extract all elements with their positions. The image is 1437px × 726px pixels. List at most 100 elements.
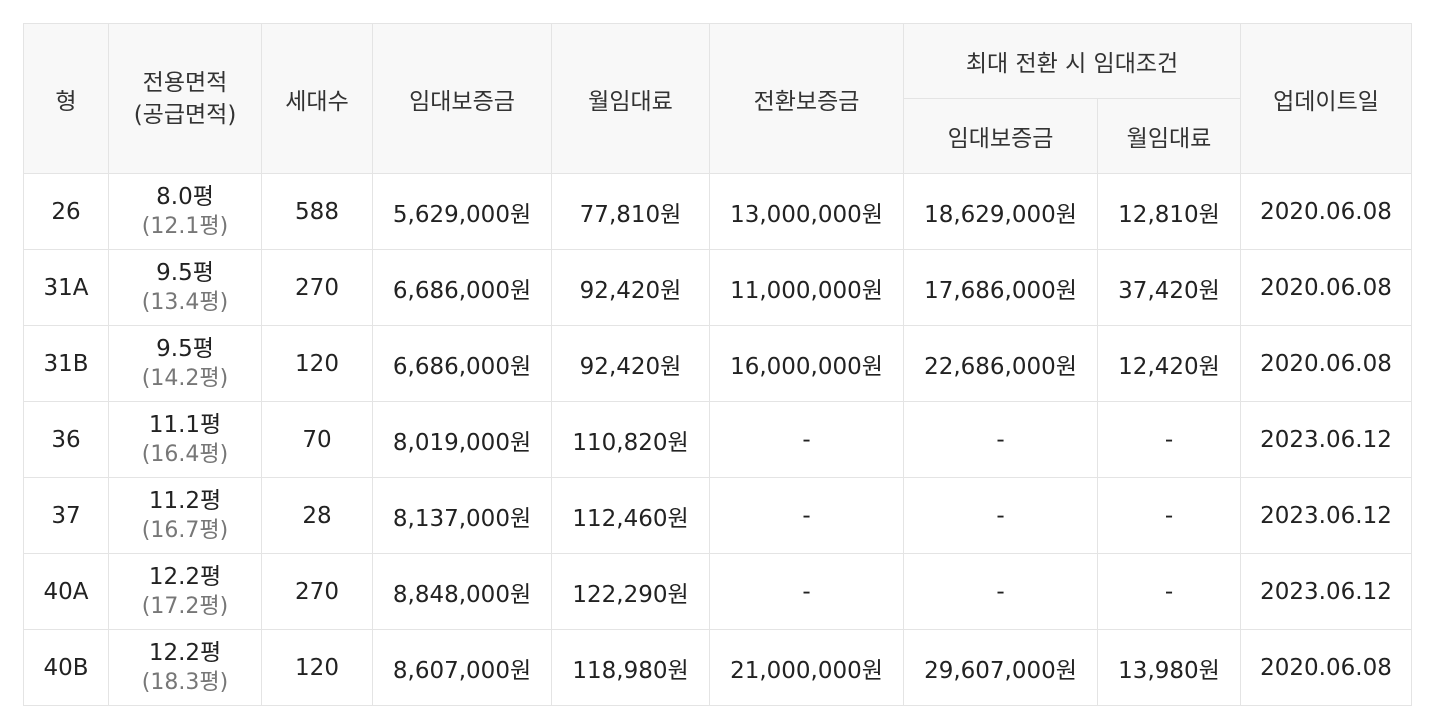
table-row: 31A 9.5평 (13.4평) 270 6,686,000원 92,420원 … (23, 249, 1412, 326)
cell-monthly-rent: 112,460원 (551, 477, 710, 554)
cell-area: 11.2평 (16.7평) (108, 477, 262, 554)
table-header: 형 전용면적 (공급면적) 세대수 임대보증금 월임대료 전환보증금 최대 전환… (23, 23, 1412, 174)
cell-deposit: 8,848,000원 (372, 553, 552, 630)
cell-conversion-deposit: - (709, 401, 904, 478)
cell-conversion-deposit: - (709, 477, 904, 554)
cell-supply-area: (17.2평) (141, 593, 229, 619)
cell-max-deposit: 22,686,000원 (903, 325, 1098, 402)
cell-supply-area: (14.2평) (141, 365, 229, 391)
header-type: 형 (23, 23, 109, 174)
cell-deposit: 6,686,000원 (372, 325, 552, 402)
cell-updated: 2023.06.12 (1240, 401, 1412, 478)
cell-monthly-rent: 77,810원 (551, 173, 710, 250)
table-row: 36 11.1평 (16.4평) 70 8,019,000원 110,820원 … (23, 401, 1412, 478)
cell-deposit: 8,607,000원 (372, 629, 552, 706)
cell-type: 40B (23, 629, 109, 706)
table-row: 37 11.2평 (16.7평) 28 8,137,000원 112,460원 … (23, 477, 1412, 554)
cell-max-monthly-rent: - (1097, 477, 1241, 554)
cell-households: 70 (261, 401, 373, 478)
cell-max-deposit: - (903, 553, 1098, 630)
table-row: 40A 12.2평 (17.2평) 270 8,848,000원 122,290… (23, 553, 1412, 630)
cell-households: 120 (261, 629, 373, 706)
header-max-deposit: 임대보증금 (903, 98, 1098, 174)
cell-max-deposit: 18,629,000원 (903, 173, 1098, 250)
cell-deposit: 8,137,000원 (372, 477, 552, 554)
cell-type: 31B (23, 325, 109, 402)
cell-updated: 2023.06.12 (1240, 477, 1412, 554)
cell-max-deposit: 17,686,000원 (903, 249, 1098, 326)
cell-households: 120 (261, 325, 373, 402)
table-row: 26 8.0평 (12.1평) 588 5,629,000원 77,810원 1… (23, 173, 1412, 250)
cell-max-monthly-rent: 13,980원 (1097, 629, 1241, 706)
cell-households: 270 (261, 249, 373, 326)
cell-area: 12.2평 (17.2평) (108, 553, 262, 630)
cell-type: 31A (23, 249, 109, 326)
header-households: 세대수 (261, 23, 373, 174)
cell-supply-area: (13.4평) (141, 289, 229, 315)
header-area-supply: (공급면적) (133, 101, 237, 128)
cell-conversion-deposit: 16,000,000원 (709, 325, 904, 402)
rental-conditions-table-container: 형 전용면적 (공급면적) 세대수 임대보증금 월임대료 전환보증금 최대 전환… (23, 23, 1412, 706)
cell-conversion-deposit: 13,000,000원 (709, 173, 904, 250)
cell-exclusive-area: 12.2평 (148, 639, 222, 666)
cell-deposit: 8,019,000원 (372, 401, 552, 478)
header-deposit: 임대보증금 (372, 23, 552, 174)
rental-conditions-table: 형 전용면적 (공급면적) 세대수 임대보증금 월임대료 전환보증금 최대 전환… (23, 23, 1412, 706)
header-row-2: 임대보증금 월임대료 (24, 98, 1412, 174)
cell-monthly-rent: 122,290원 (551, 553, 710, 630)
cell-area: 8.0평 (12.1평) (108, 173, 262, 250)
header-monthly-rent: 월임대료 (551, 23, 710, 174)
cell-updated: 2020.06.08 (1240, 249, 1412, 326)
header-conversion-deposit: 전환보증금 (709, 23, 904, 174)
cell-supply-area: (18.3평) (141, 669, 229, 695)
cell-max-monthly-rent: - (1097, 553, 1241, 630)
cell-conversion-deposit: 11,000,000원 (709, 249, 904, 326)
header-updated: 업데이트일 (1240, 23, 1412, 174)
cell-households: 588 (261, 173, 373, 250)
cell-type: 40A (23, 553, 109, 630)
table-body: 26 8.0평 (12.1평) 588 5,629,000원 77,810원 1… (23, 173, 1412, 706)
cell-type: 37 (23, 477, 109, 554)
cell-monthly-rent: 118,980원 (551, 629, 710, 706)
cell-updated: 2023.06.12 (1240, 553, 1412, 630)
cell-max-monthly-rent: - (1097, 401, 1241, 478)
cell-max-monthly-rent: 12,810원 (1097, 173, 1241, 250)
table-row: 40B 12.2평 (18.3평) 120 8,607,000원 118,980… (23, 629, 1412, 706)
cell-updated: 2020.06.08 (1240, 629, 1412, 706)
cell-conversion-deposit: 21,000,000원 (709, 629, 904, 706)
cell-monthly-rent: 92,420원 (551, 325, 710, 402)
cell-updated: 2020.06.08 (1240, 325, 1412, 402)
cell-deposit: 5,629,000원 (372, 173, 552, 250)
cell-exclusive-area: 9.5평 (156, 259, 214, 286)
header-max-conversion-group: 최대 전환 시 임대조건 (903, 23, 1241, 99)
cell-area: 12.2평 (18.3평) (108, 629, 262, 706)
cell-supply-area: (12.1평) (141, 213, 229, 239)
cell-exclusive-area: 9.5평 (156, 335, 214, 362)
cell-type: 26 (23, 173, 109, 250)
cell-area: 9.5평 (13.4평) (108, 249, 262, 326)
cell-exclusive-area: 11.1평 (148, 411, 222, 438)
header-max-monthly-rent: 월임대료 (1097, 98, 1241, 174)
header-area-exclusive: 전용면적 (142, 69, 228, 96)
cell-exclusive-area: 12.2평 (148, 563, 222, 590)
cell-supply-area: (16.4평) (141, 441, 229, 467)
cell-max-monthly-rent: 12,420원 (1097, 325, 1241, 402)
cell-households: 270 (261, 553, 373, 630)
cell-max-deposit: 29,607,000원 (903, 629, 1098, 706)
cell-exclusive-area: 8.0평 (156, 183, 214, 210)
table-row: 31B 9.5평 (14.2평) 120 6,686,000원 92,420원 … (23, 325, 1412, 402)
cell-max-deposit: - (903, 477, 1098, 554)
cell-supply-area: (16.7평) (141, 517, 229, 543)
cell-monthly-rent: 92,420원 (551, 249, 710, 326)
cell-type: 36 (23, 401, 109, 478)
cell-updated: 2020.06.08 (1240, 173, 1412, 250)
cell-households: 28 (261, 477, 373, 554)
header-area: 전용면적 (공급면적) (108, 23, 262, 174)
cell-area: 9.5평 (14.2평) (108, 325, 262, 402)
header-row-1: 형 전용면적 (공급면적) 세대수 임대보증금 월임대료 전환보증금 최대 전환… (23, 23, 1412, 174)
cell-deposit: 6,686,000원 (372, 249, 552, 326)
cell-exclusive-area: 11.2평 (148, 487, 222, 514)
cell-conversion-deposit: - (709, 553, 904, 630)
cell-max-monthly-rent: 37,420원 (1097, 249, 1241, 326)
cell-max-deposit: - (903, 401, 1098, 478)
